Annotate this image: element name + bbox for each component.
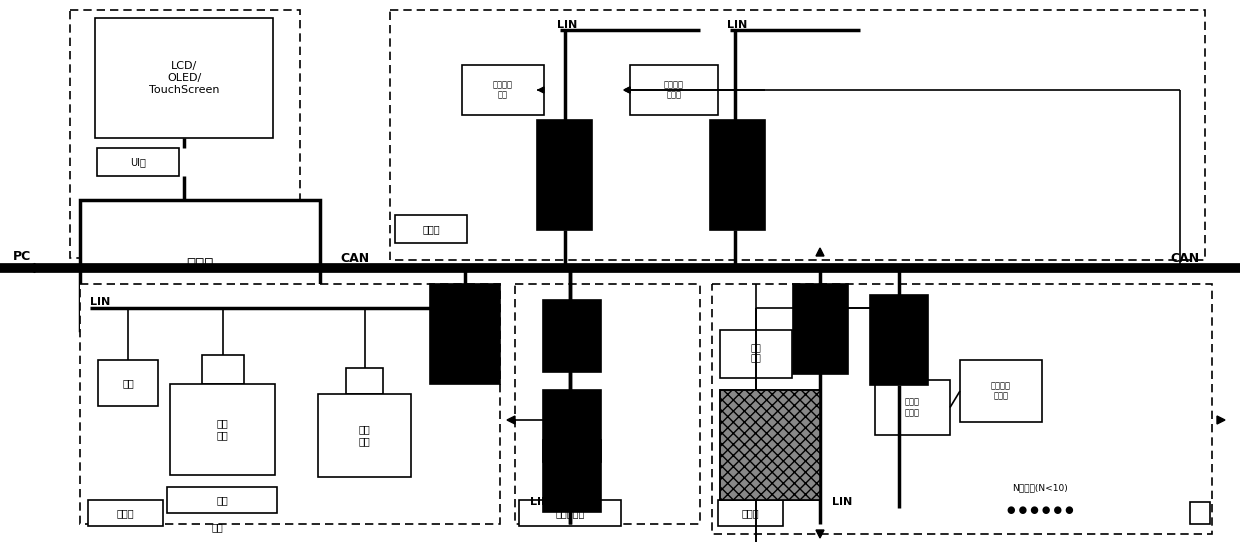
Text: 主控板: 主控板 (186, 257, 213, 273)
Bar (718, 500, 782, 526)
Bar (98, 360, 157, 406)
Text: 墨盒
液位: 墨盒 液位 (750, 344, 761, 364)
Bar (543, 390, 601, 462)
Text: 储墨区: 储墨区 (117, 508, 134, 518)
Bar (463, 65, 544, 115)
Bar (712, 284, 1211, 534)
Bar (170, 384, 275, 475)
Bar (430, 284, 500, 384)
Bar (201, 355, 243, 384)
Text: LIN: LIN (91, 297, 110, 307)
Bar (543, 300, 601, 372)
Text: N个墨盒(N<10): N个墨盒(N<10) (1012, 483, 1068, 493)
Text: LIN: LIN (727, 20, 748, 30)
Polygon shape (26, 263, 35, 273)
Text: 搅拌: 搅拌 (122, 378, 134, 388)
Bar (630, 65, 718, 115)
Bar (720, 330, 792, 378)
Text: 墨桶
液位: 墨桶 液位 (217, 418, 228, 440)
Polygon shape (816, 530, 825, 538)
Text: 墨路控制
板卡: 墨路控制 板卡 (494, 80, 513, 100)
Bar (97, 148, 179, 176)
Bar (794, 284, 848, 374)
Bar (720, 390, 820, 500)
Bar (167, 487, 277, 513)
Text: LIN: LIN (529, 497, 551, 507)
Bar (537, 120, 591, 230)
Text: 称重: 称重 (211, 522, 223, 532)
Bar (720, 390, 820, 500)
Bar (95, 18, 273, 138)
Text: 压力控制区: 压力控制区 (556, 508, 585, 518)
Bar (88, 500, 162, 526)
Polygon shape (816, 248, 825, 256)
Text: 废液
液位: 废液 液位 (358, 424, 371, 446)
Bar (875, 380, 950, 435)
Bar (1190, 502, 1210, 524)
Bar (317, 394, 410, 476)
Text: UI区: UI区 (130, 157, 146, 167)
Text: LCD/
OLED/
TouchScreen: LCD/ OLED/ TouchScreen (149, 61, 219, 95)
Bar (543, 440, 601, 512)
Polygon shape (624, 87, 630, 93)
Text: 大循环墨
路板卡: 大循环墨 路板卡 (663, 80, 684, 100)
Polygon shape (507, 416, 515, 424)
Bar (69, 10, 300, 258)
Bar (711, 120, 765, 230)
Text: 供墨区: 供墨区 (422, 224, 440, 234)
Text: 循环墨
盒液位: 循环墨 盒液位 (905, 398, 920, 417)
Text: CAN: CAN (1171, 251, 1199, 264)
Bar (346, 368, 383, 394)
Text: 称重: 称重 (216, 495, 228, 505)
Text: PC: PC (12, 249, 31, 262)
Bar (515, 284, 701, 524)
Bar (520, 500, 621, 526)
Text: 小循环回
墨液泵: 小循环回 墨液泵 (991, 382, 1011, 401)
Polygon shape (538, 87, 544, 93)
Polygon shape (1216, 416, 1225, 424)
Text: LIN: LIN (557, 20, 578, 30)
Text: CAN: CAN (340, 251, 370, 264)
Bar (81, 200, 320, 330)
Bar (960, 360, 1042, 422)
Bar (396, 215, 467, 243)
Bar (391, 10, 1205, 260)
Bar (870, 295, 928, 385)
Text: 小车区: 小车区 (742, 508, 759, 518)
Bar (81, 284, 500, 524)
Polygon shape (624, 87, 630, 93)
Bar (720, 390, 820, 500)
Text: ● ● ● ● ● ●: ● ● ● ● ● ● (1007, 505, 1074, 515)
Text: LIN: LIN (832, 497, 852, 507)
